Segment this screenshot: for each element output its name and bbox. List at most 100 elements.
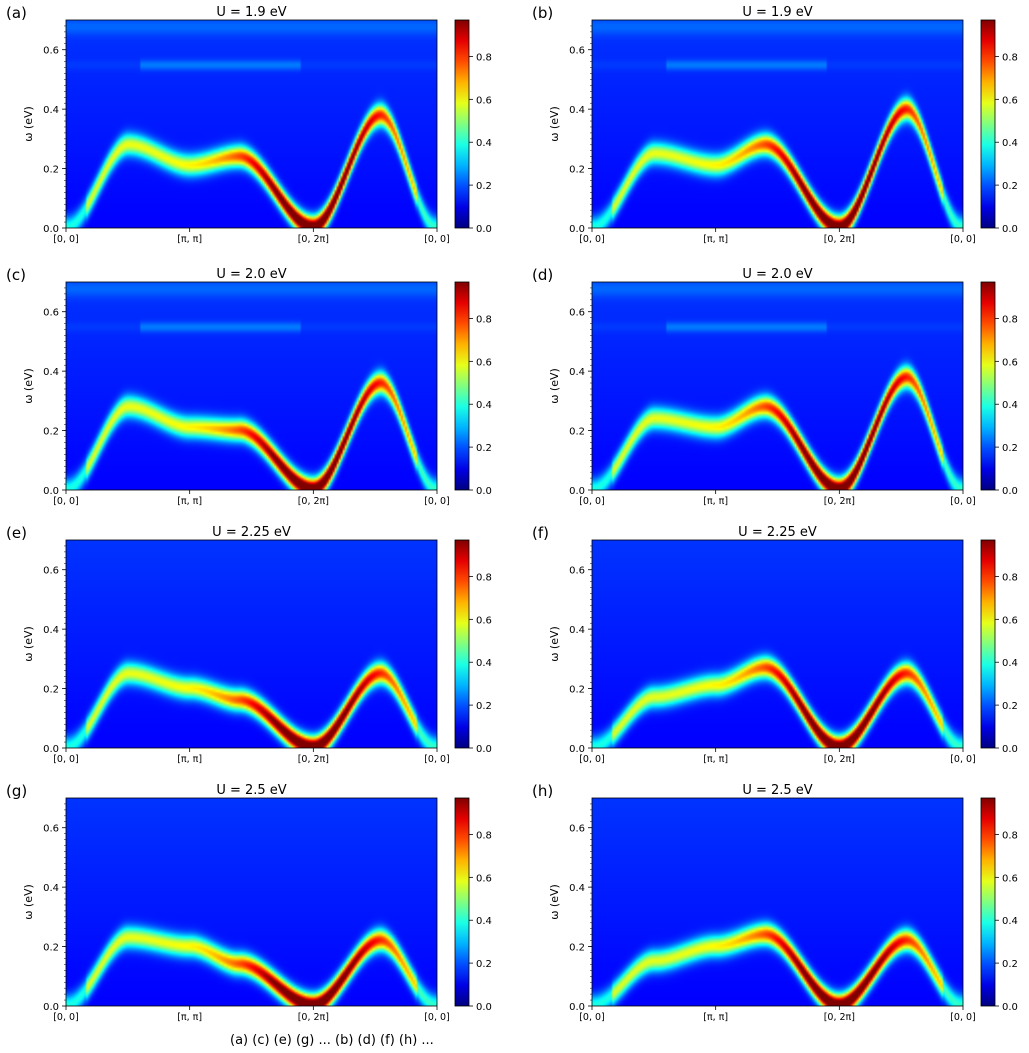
heatmap-image [66,20,437,228]
heatmap-image [66,282,437,490]
panel-e: U = 2.25 eV (e) 0.0 0.2 0.4 0.6 ω (eV) [0, 0] [π… [6,524,492,765]
panel-d: U = 2.0 eV (d) 0.0 0.2 0.4 0.6 ω (eV) [0, 0] [π,… [532,266,1018,507]
colorbar-tick-label: 0.4 [1002,400,1018,411]
axes-frame [591,281,964,491]
colorbar-tick-label: 0.2 [1002,701,1018,712]
y-tick-label: 0.2 [43,165,59,176]
colorbar-tick-label: 0.8 [1002,572,1018,583]
x-tick-label: [0, 0] [424,754,450,765]
x-tick-label: [π, π] [177,1012,202,1023]
colorbar-tick-label: 0.4 [476,400,492,411]
y-tick-label: 0.6 [569,308,585,319]
colorbar [980,281,996,491]
x-tick-label: [0, 2π] [298,496,329,507]
y-tick-label: 0.0 [43,224,59,235]
colorbar-tick-label: 0.2 [1002,181,1018,192]
colorbar-tick-label: 0.4 [1002,138,1018,149]
x-tick-label: [0, 2π] [298,1012,329,1023]
y-tick-label: 0.2 [43,427,59,438]
y-tick-label: 0.0 [43,486,59,497]
panel-label: (g) [6,782,27,800]
panel-label: (d) [532,266,553,284]
colorbar [454,539,470,749]
caption-fragment: (a) (c) (e) (g) ... (b) (d) (f) (h) ... [230,1033,434,1048]
colorbar-tick-label: 0.8 [476,572,492,583]
y-tick-label: 0.6 [569,824,585,835]
panel-a: U = 1.9 eV (a) 0.0 0.2 0.4 0.6 ω (eV) [0, 0] [π,… [6,4,492,245]
y-tick-label: 0.6 [43,308,59,319]
colorbar-tick-label: 0.0 [1002,486,1018,497]
panel-g: U = 2.5 eV (g) 0.0 0.2 0.4 0.6 ω (eV) [0, 0] [π,… [6,782,492,1023]
y-tick-label: 0.4 [43,883,59,894]
y-tick-label: 0.0 [569,744,585,755]
y-tick-label: 0.4 [569,105,585,116]
x-tick-label: [0, 2π] [298,234,329,245]
x-tick-label: [0, 0] [53,496,79,507]
panel-label: (a) [6,4,27,22]
y-tick-label: 0.0 [569,1002,585,1013]
colorbar-tick-label: 0.4 [1002,658,1018,669]
panel-title: U = 1.9 eV [216,5,286,20]
colorbar-tick-label: 0.0 [1002,224,1018,235]
x-tick-label: [0, 0] [53,234,79,245]
y-tick-label: 0.6 [569,566,585,577]
x-tick-label: [0, 0] [579,496,605,507]
colorbar-tick-label: 0.0 [476,1002,492,1013]
colorbar [454,281,470,491]
heatmap-image [592,540,963,748]
heatmap-image [66,798,437,1006]
x-tick-label: [0, 2π] [824,496,855,507]
y-axis-label: ω (eV) [22,626,35,662]
y-tick-label: 0.6 [43,566,59,577]
colorbar-tick-label: 0.0 [476,744,492,755]
colorbar [980,19,996,229]
panel-label: (h) [532,782,553,800]
y-axis-label: ω (eV) [548,626,561,662]
panel-label: (b) [532,4,553,22]
colorbar-tick-label: 0.0 [1002,1002,1018,1013]
colorbar-tick-label: 0.8 [476,830,492,841]
colorbar-tick-label: 0.2 [1002,443,1018,454]
axes-frame [65,19,438,229]
axes-frame [591,797,964,1007]
y-tick-label: 0.2 [569,943,585,954]
colorbar-tick-label: 0.4 [1002,916,1018,927]
x-tick-label: [π, π] [177,754,202,765]
panel-title: U = 2.0 eV [216,267,286,282]
panel-b: U = 1.9 eV (b) 0.0 0.2 0.4 0.6 ω (eV) [0, 0] [π,… [532,4,1018,245]
colorbar-tick-label: 0.6 [1002,873,1018,884]
panel-title: U = 2.0 eV [742,267,812,282]
y-tick-label: 0.4 [43,105,59,116]
colorbar-tick-label: 0.4 [476,658,492,669]
axes-frame [65,797,438,1007]
x-tick-label: [0, 0] [53,754,79,765]
axes-frame [65,539,438,749]
y-tick-label: 0.4 [43,625,59,636]
y-tick-label: 0.0 [43,1002,59,1013]
x-tick-label: [π, π] [703,496,728,507]
panel-title: U = 2.25 eV [738,525,817,540]
x-tick-label: [π, π] [703,1012,728,1023]
panel-title: U = 2.5 eV [742,783,812,798]
x-tick-label: [π, π] [177,496,202,507]
colorbar-tick-label: 0.2 [1002,959,1018,970]
heatmap-image [592,282,963,490]
panel-title: U = 2.25 eV [212,525,291,540]
x-tick-label: [0, 0] [950,234,976,245]
colorbar-tick-label: 0.6 [1002,95,1018,106]
x-tick-label: [π, π] [177,234,202,245]
y-axis-label: ω (eV) [548,106,561,142]
y-axis-label: ω (eV) [548,368,561,404]
x-tick-label: [0, 0] [53,1012,79,1023]
colorbar-tick-label: 0.6 [476,357,492,368]
colorbar-tick-label: 0.0 [476,224,492,235]
x-tick-label: [0, 2π] [298,754,329,765]
colorbar-tick-label: 0.8 [1002,52,1018,63]
panel-title: U = 2.5 eV [216,783,286,798]
colorbar-tick-label: 0.2 [476,443,492,454]
x-tick-label: [0, 0] [950,496,976,507]
y-tick-label: 0.4 [569,625,585,636]
colorbar-tick-label: 0.4 [476,138,492,149]
x-tick-label: [0, 0] [950,754,976,765]
